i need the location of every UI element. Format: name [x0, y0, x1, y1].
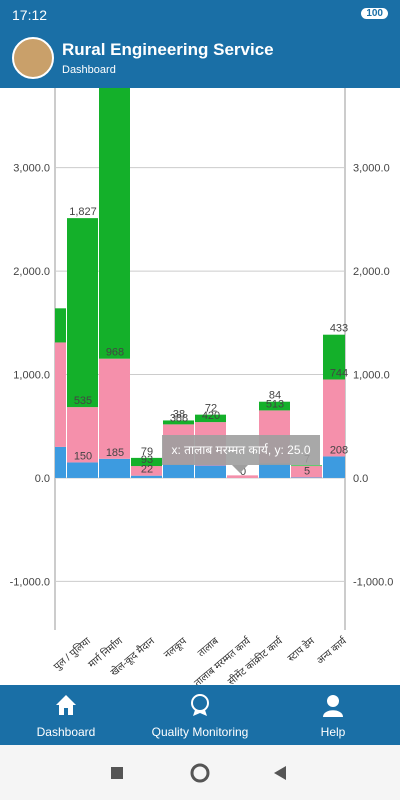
data-label: 185	[106, 447, 124, 459]
tooltip-text: x: तालाब मरम्मत कार्य, y: 25.0	[171, 443, 310, 457]
y2-tick-label: 0.0	[353, 473, 368, 485]
bar-segment	[323, 456, 345, 478]
bar-segment	[55, 342, 66, 447]
bar-segment	[291, 465, 322, 467]
data-label: 72	[205, 403, 217, 415]
bar-segment	[323, 334, 345, 380]
bar-segment	[163, 420, 194, 425]
bar-segment	[67, 462, 98, 478]
grid: -1,000.0 -1,000.0 0.0 0.0 1,000.0 1,000.0 2,00…	[10, 88, 393, 630]
y2-tick-label: 2,000.0	[353, 266, 390, 278]
nav-help[interactable]: Help	[300, 685, 366, 745]
bar-segment	[131, 475, 162, 478]
data-label: 208	[330, 444, 348, 456]
home-button[interactable]	[190, 763, 210, 783]
app-title: Rural Engineering Service	[62, 40, 274, 59]
bar-segment	[195, 465, 226, 478]
bar-segment	[67, 407, 98, 463]
x-tick-label: स्टाप डेम	[285, 634, 317, 664]
data-label: 1,827	[69, 206, 97, 218]
bar-segment	[323, 379, 345, 457]
data-label: 38	[173, 408, 185, 420]
logo	[12, 37, 54, 79]
bar-segment	[55, 308, 66, 343]
bar-segment	[99, 358, 130, 459]
data-label: 93	[141, 454, 153, 466]
tooltip-box	[162, 435, 320, 465]
battery: 100	[361, 8, 388, 19]
y-tick-label: 0.0	[35, 473, 50, 485]
bottom-nav: Dashboard Quality Monitoring Help	[0, 685, 400, 745]
data-label: 150	[74, 450, 92, 462]
bar-segment	[259, 463, 290, 478]
y2-tick-label: 3,000.0	[353, 163, 390, 175]
nav-dashboard[interactable]: Dashboard	[20, 685, 112, 745]
data-label: 535	[74, 395, 92, 407]
bar-segment	[163, 464, 194, 478]
data-label: 79	[141, 446, 153, 458]
help-icon	[323, 695, 343, 717]
chart: -1,000.0 -1,000.0 0.0 0.0 1,000.0 1,000.0 2,00…	[10, 88, 393, 685]
nav-label: Help	[320, 725, 346, 739]
tooltip-arrow	[232, 465, 248, 473]
y-tick-label: -1,000.0	[10, 576, 50, 588]
bar-segment	[291, 477, 322, 478]
bars	[55, 88, 345, 478]
back-button[interactable]	[274, 766, 286, 780]
y-tick-label: 2,000.0	[13, 266, 50, 278]
y-tick-label: 1,000.0	[13, 370, 50, 382]
bar-segment	[259, 401, 290, 411]
system-nav	[0, 745, 400, 800]
data-label: 744	[330, 367, 348, 379]
time: 17:12	[12, 7, 48, 23]
data-label: 420	[202, 410, 220, 422]
bar-segment	[99, 458, 130, 478]
recent-button[interactable]	[111, 767, 123, 779]
tooltip: x: तालाब मरम्मत कार्य, y: 25.0	[162, 435, 320, 473]
y2-tick-label: -1,000.0	[353, 576, 393, 588]
data-label: 433	[330, 323, 348, 335]
nav-label: Quality Monitoring	[151, 725, 249, 739]
data-label: 388	[170, 412, 188, 424]
app-bar: Rural Engineering Service Dashboard	[0, 30, 400, 88]
bar-segment	[195, 414, 226, 423]
home-icon	[56, 695, 76, 715]
data-label: 84	[269, 390, 281, 402]
bar-segment	[131, 457, 162, 467]
bar-segment	[55, 446, 66, 478]
data-label: 513	[266, 398, 284, 410]
nav-quality[interactable]: Quality Monitoring	[140, 685, 260, 745]
x-tick-label: पुल / पुलिया	[51, 635, 93, 673]
bar-segment	[227, 475, 258, 478]
system-buttons	[111, 763, 286, 783]
app-subtitle: Dashboard	[62, 64, 116, 76]
nav-label: Dashboard	[36, 725, 96, 739]
status-bar: 17:12 100	[0, 0, 400, 30]
y-tick-label: 3,000.0	[13, 163, 50, 175]
data-label: 0	[240, 466, 246, 478]
badge-icon	[191, 694, 209, 716]
data-label: 968	[106, 347, 124, 359]
data-label: 22	[141, 464, 153, 476]
bar-segment	[99, 88, 130, 359]
x-tick-label: तालाब	[196, 636, 221, 660]
bar-segment	[67, 218, 98, 408]
x-tick-label: नलकूप	[162, 636, 189, 661]
bar-segment	[131, 466, 162, 476]
bar-segment	[291, 466, 322, 478]
x-tick-label: अन्य कार्य	[314, 634, 349, 666]
y2-tick-label: 1,000.0	[353, 370, 390, 382]
data-label: 5	[304, 465, 310, 477]
